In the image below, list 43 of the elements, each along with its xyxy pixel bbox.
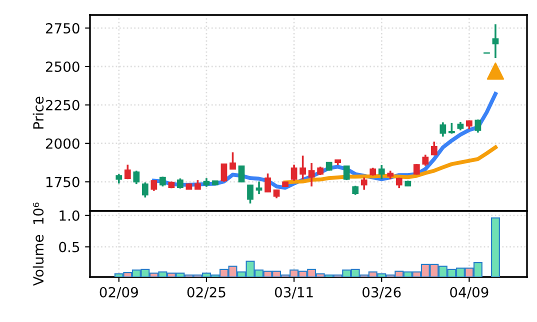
bar [490, 217, 500, 277]
candlestick [430, 140, 438, 156]
y-tick-label: 1750 [46, 176, 80, 188]
candlestick [300, 154, 306, 180]
candlestick [142, 182, 148, 198]
y-tick-label: 2000 [46, 138, 80, 149]
candlestick [264, 172, 271, 193]
candlestick [290, 164, 298, 182]
candlestick [440, 121, 446, 138]
candlestick [177, 178, 184, 190]
candlestick [247, 184, 254, 204]
x-tick-label: 04/09 [450, 286, 488, 299]
candlestick [378, 164, 385, 180]
candlestick [230, 151, 236, 170]
y-tick-label: 0.5 [59, 242, 80, 252]
candlestick [238, 164, 245, 184]
candlestick [124, 164, 131, 180]
x-tick-label: 02/25 [187, 286, 226, 299]
candlestick [194, 179, 201, 190]
candlestick [360, 176, 368, 191]
y-tick-label: 1.0 [60, 210, 80, 221]
candlestick [116, 173, 122, 184]
candlestick [448, 122, 455, 135]
candlestick [492, 23, 499, 59]
candlestick [343, 164, 350, 182]
candlestick [133, 170, 140, 186]
candlestick [150, 179, 158, 192]
candlestick [220, 162, 228, 183]
line-series [283, 145, 498, 184]
y-tick-label: 2750 [46, 23, 80, 34]
y-tick-label: 2500 [46, 61, 80, 72]
x-tick-label: 02/09 [100, 286, 138, 299]
candlestick [422, 154, 429, 167]
x-tick-label: 03/26 [362, 286, 401, 299]
candlestick [352, 184, 359, 196]
y-axis-title: Volume 10⁶ [32, 202, 44, 286]
candlestick [474, 118, 482, 134]
y-tick-label: 2250 [46, 100, 80, 110]
x-tick-label: 03/11 [274, 286, 313, 299]
y-axis-title: Price [32, 96, 44, 129]
candlestick [256, 180, 262, 195]
candlestick [160, 176, 166, 188]
candlestick [308, 162, 315, 188]
